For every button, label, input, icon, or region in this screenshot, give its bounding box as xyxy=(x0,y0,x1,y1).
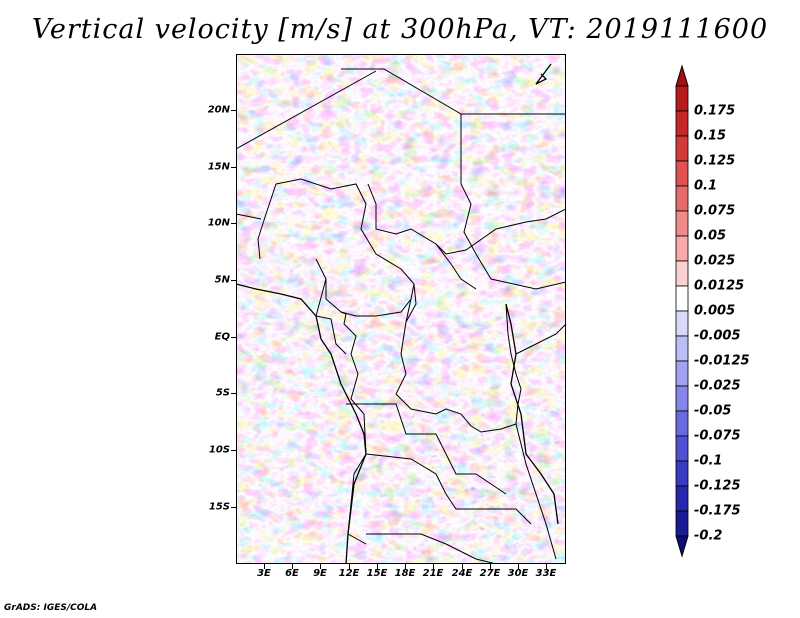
lon-tick xyxy=(349,564,350,569)
colorbar-segment xyxy=(675,210,689,237)
lat-tick xyxy=(231,337,236,338)
intense-convection-area xyxy=(406,394,566,564)
colorbar-label: -0.005 xyxy=(694,328,741,344)
lon-tick xyxy=(462,564,463,569)
lat-label: 20N xyxy=(207,104,230,116)
lat-label: EQ xyxy=(214,331,230,343)
lon-tick xyxy=(546,564,547,569)
colorbar-label: -0.025 xyxy=(694,378,741,394)
lat-label: 10S xyxy=(208,444,230,456)
lon-tick xyxy=(518,564,519,569)
colorbar-label: 0.005 xyxy=(694,303,736,319)
colorbar-segment xyxy=(675,435,689,462)
lon-tick xyxy=(292,564,293,569)
lat-tick xyxy=(231,393,236,394)
lat-label: 15N xyxy=(207,161,230,173)
lon-tick xyxy=(490,564,491,569)
lat-label: 10N xyxy=(207,217,230,229)
map-title: Vertical velocity [m/s] at 300hPa, VT: 2… xyxy=(31,14,769,45)
colorbar-label: 0.025 xyxy=(694,253,736,269)
colorbar-label: 0.0125 xyxy=(694,278,745,294)
colorbar-min-triangle xyxy=(675,535,689,558)
colorbar-label: 0.1 xyxy=(694,178,718,194)
colorbar-label: -0.125 xyxy=(694,478,741,494)
colorbar-segment xyxy=(675,160,689,187)
colorbar-segment xyxy=(675,460,689,487)
colorbar-label: -0.0125 xyxy=(694,353,750,369)
country-boundaries xyxy=(236,68,566,564)
map-frame xyxy=(236,54,566,564)
colorbar-bar xyxy=(675,64,689,558)
lon-label: 33E xyxy=(535,568,557,579)
lon-tick xyxy=(264,564,265,569)
lat-label: 5S xyxy=(215,387,230,399)
lat-label: 5N xyxy=(214,274,230,286)
colorbar-segment xyxy=(675,285,689,312)
colorbar-segment xyxy=(675,510,689,537)
coastline xyxy=(236,63,559,564)
map-panel xyxy=(236,54,566,564)
colorbar-segment xyxy=(675,385,689,412)
colorbar-max-triangle xyxy=(675,64,689,87)
lon-label: 18E xyxy=(394,568,416,579)
lon-label: 30E xyxy=(507,568,529,579)
lat-tick xyxy=(231,507,236,508)
colorbar-segment xyxy=(675,185,689,212)
footer-credit: GrADS: IGES/COLA xyxy=(4,603,98,613)
colorbar-segment xyxy=(675,410,689,437)
lat-tick xyxy=(231,110,236,111)
lon-tick xyxy=(405,564,406,569)
lon-label: 9E xyxy=(313,568,327,579)
colorbar-label: -0.1 xyxy=(694,453,723,469)
lon-tick xyxy=(320,564,321,569)
lat-tick xyxy=(231,167,236,168)
equatorial-atlantic-activity xyxy=(236,264,346,394)
colorbar-segment xyxy=(675,135,689,162)
lon-label: 3E xyxy=(257,568,271,579)
lon-label: 15E xyxy=(366,568,388,579)
colorbar-label: 0.15 xyxy=(694,128,727,144)
colorbar-segment xyxy=(675,260,689,287)
lon-label: 24E xyxy=(451,568,473,579)
colorbar xyxy=(672,62,792,560)
vertical-velocity-field xyxy=(236,54,566,564)
lat-tick xyxy=(231,280,236,281)
colorbar-segment xyxy=(675,310,689,337)
colorbar-segment xyxy=(675,85,689,112)
colorbar-segment xyxy=(675,235,689,262)
lat-tick xyxy=(231,450,236,451)
colorbar-segment xyxy=(675,335,689,362)
colorbar-segment xyxy=(675,360,689,387)
colorbar-label: -0.075 xyxy=(694,428,741,444)
lat-tick xyxy=(231,223,236,224)
colorbar-label: -0.05 xyxy=(694,403,732,419)
lon-label: 12E xyxy=(338,568,360,579)
lat-label: 15S xyxy=(208,501,230,513)
lon-label: 6E xyxy=(285,568,299,579)
colorbar-label: 0.125 xyxy=(694,153,736,169)
lon-tick xyxy=(377,564,378,569)
colorbar-label: 0.175 xyxy=(694,103,736,119)
lon-label: 27E xyxy=(479,568,501,579)
lon-label: 21E xyxy=(422,568,444,579)
colorbar-label: -0.175 xyxy=(694,503,741,519)
colorbar-label: 0.05 xyxy=(694,228,727,244)
colorbar-segment xyxy=(675,485,689,512)
colorbar-segment xyxy=(675,110,689,137)
colorbar-label: 0.075 xyxy=(694,203,736,219)
colorbar-label: -0.2 xyxy=(694,528,723,544)
lon-tick xyxy=(433,564,434,569)
